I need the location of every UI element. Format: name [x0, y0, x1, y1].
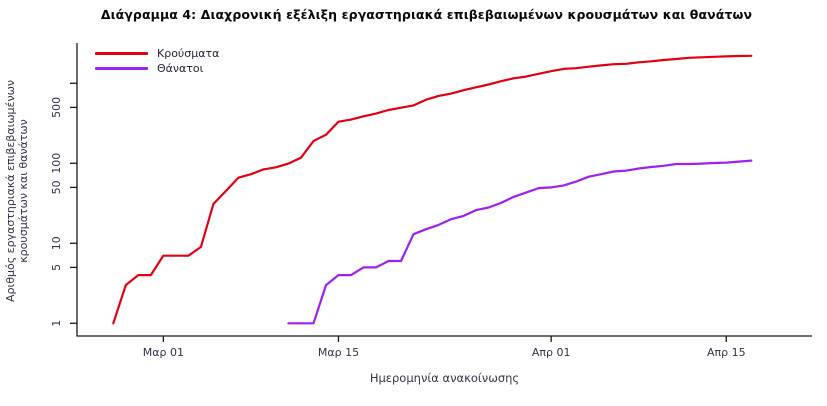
y-tick-label: 1	[50, 320, 63, 327]
series-line-cases	[112, 54, 753, 325]
series-line-deaths	[287, 159, 753, 325]
x-tick-label: Απρ 15	[707, 346, 746, 359]
legend: Κρούσματα Θάνατοι	[95, 46, 219, 76]
axes	[76, 43, 812, 337]
y-tick-label: 500	[50, 97, 63, 118]
deaths-line-swatch	[95, 67, 148, 70]
legend-item-deaths: Θάνατοι	[95, 61, 219, 76]
x-tick-label: Μαρ 15	[318, 346, 359, 359]
y-tick-label: 50	[50, 180, 63, 194]
y-tick-label: 100	[50, 153, 63, 174]
y-tick-label: 10	[50, 236, 63, 250]
x-tick-label: Απρ 01	[532, 346, 571, 359]
legend-label-cases: Κρούσματα	[157, 47, 220, 60]
chart-title: Διάγραμμα 4: Διαχρονική εξέλιξη εργαστηρ…	[100, 7, 753, 22]
legend-item-cases: Κρούσματα	[95, 46, 219, 61]
legend-label-deaths: Θάνατοι	[157, 62, 204, 75]
x-axis-label: Ημερομηνία ανακοίνωσης	[369, 371, 520, 385]
y-tick-label: 5	[50, 264, 63, 271]
x-tick-label: Μαρ 01	[143, 346, 184, 359]
cases-line-swatch	[95, 52, 148, 55]
